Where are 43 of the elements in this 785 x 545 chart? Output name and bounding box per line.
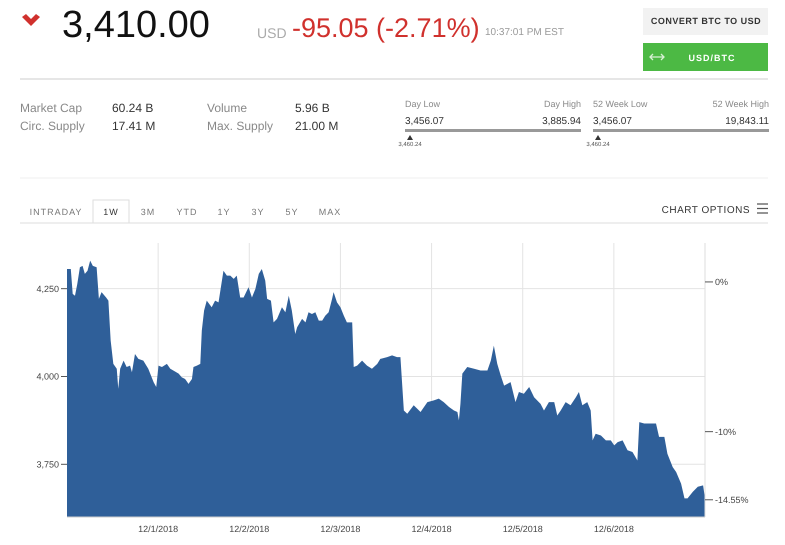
text: 21.00 M — [295, 119, 338, 133]
text: 17.41 M — [112, 119, 156, 133]
text: 3M — [140, 207, 156, 217]
y2-tick-label: -14.55% — [715, 494, 749, 505]
text: 52 Week High — [712, 99, 769, 109]
text: MAX — [318, 207, 342, 217]
text: 19,843.11 — [725, 116, 770, 127]
y-tick-label: 3,750 — [36, 459, 59, 470]
text: 3,410.00 — [62, 4, 210, 46]
text: 5.96 B — [295, 101, 330, 115]
text: Market Cap — [20, 101, 82, 115]
text: 52 Week Low — [593, 99, 648, 109]
text: CHART OPTIONS — [662, 205, 750, 216]
text: YTD — [176, 207, 198, 217]
text: 5Y — [285, 207, 299, 217]
y-tick-label: 4,000 — [36, 372, 59, 382]
x-tick-label: 12/1/2018 — [138, 524, 178, 534]
text: 3,456.07 — [405, 116, 444, 127]
text: Max. Supply — [207, 119, 274, 133]
x-tick-label: 12/6/2018 — [594, 524, 634, 534]
y2-tick-label: 0% — [715, 277, 728, 288]
x-tick-label: 12/4/2018 — [412, 524, 452, 534]
y-tick-label: 4,250 — [36, 284, 59, 294]
text: USD/BTC — [688, 53, 736, 63]
text: 3,885.94 — [542, 116, 582, 127]
text: 60.24 B — [112, 101, 154, 115]
x-tick-label: 12/2/2018 — [229, 524, 270, 534]
text: Day High — [544, 99, 581, 109]
text: INTRADAY — [30, 207, 82, 217]
text: 3,456.07 — [593, 116, 632, 127]
text: 10:37:01 PM EST — [485, 27, 564, 38]
text: CONVERT BTC TO USD — [650, 16, 762, 26]
text: USD — [257, 25, 287, 41]
text: 3Y — [251, 207, 265, 217]
x-tick-label: 12/5/2018 — [502, 524, 543, 534]
text: 1Y — [217, 207, 231, 217]
text: Day Low — [405, 99, 441, 109]
x-tick-label: 12/3/2018 — [320, 524, 360, 534]
text: 1W — [103, 207, 119, 217]
y2-tick-label: -10% — [715, 426, 736, 437]
text: -95.05 (-2.71%) — [292, 13, 480, 43]
text: Circ. Supply — [20, 119, 85, 133]
text: Volume — [207, 101, 248, 115]
